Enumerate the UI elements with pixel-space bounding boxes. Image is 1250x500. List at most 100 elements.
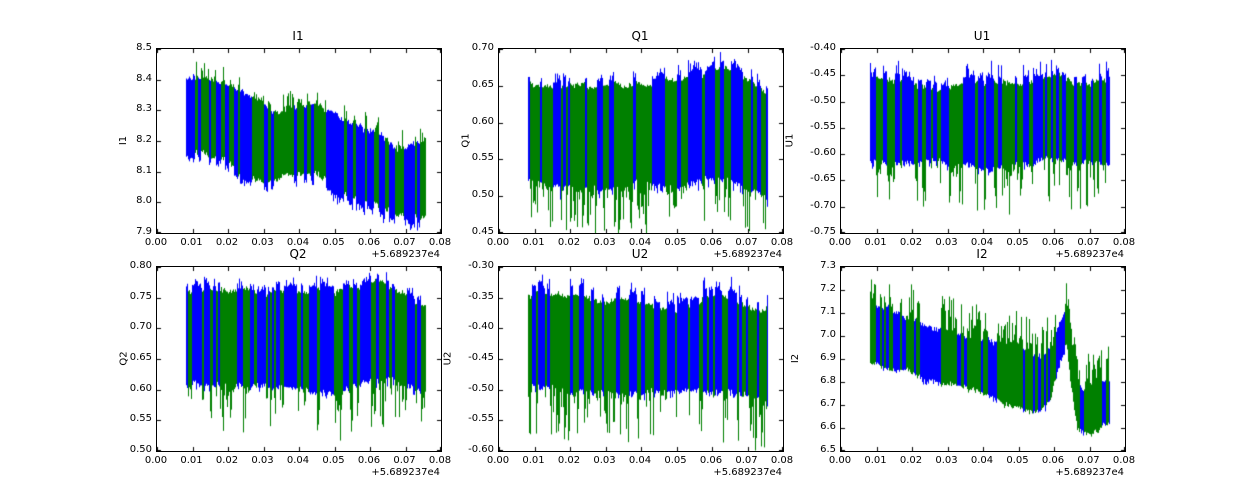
x-tick-label: 0.00 xyxy=(144,455,168,466)
y-tick-label: 7.1 xyxy=(820,306,836,317)
x-tick-label: 0.01 xyxy=(864,455,887,466)
y-tick-label: -0.60 xyxy=(810,147,836,159)
x-tick-label: 0.03 xyxy=(593,455,616,466)
x-tick-label: 0.07 xyxy=(393,455,416,466)
y-tick-label: -0.55 xyxy=(810,120,836,132)
subplot-i2: I2 I2 +5.689237e4 0.00 0.01 0.02 0.03 0.04 0.… xyxy=(784,246,1144,488)
x-tick-label: 0.06 xyxy=(1041,237,1065,248)
y-tick-label: 0.55 xyxy=(471,152,494,164)
y-tick-label: -0.30 xyxy=(468,260,494,271)
y-tick-label: -0.45 xyxy=(468,352,494,363)
y-tick-label: 0.60 xyxy=(129,382,152,394)
y-tick-label: 0.50 xyxy=(129,444,152,455)
subplot-q2: Q2 Q2 +5.689237e4 0.00 0.01 0.02 0.03 0.04 0.… xyxy=(100,246,460,488)
plot-title-u1: U1 xyxy=(973,29,991,43)
x-tick-label: 0.03 xyxy=(935,237,958,248)
x-tick-label: 0.06 xyxy=(357,455,381,466)
x-tick-label: 0.01 xyxy=(522,237,545,248)
x-tick-label: 0.08 xyxy=(770,237,794,248)
plot-area-q1 xyxy=(498,48,784,234)
x-tick-label: 0.05 xyxy=(664,455,687,466)
plot-title-u2: U2 xyxy=(631,247,649,261)
y-tick-label: 8.0 xyxy=(136,195,152,207)
x-tick-label: 0.05 xyxy=(1006,237,1029,248)
y-tick-label: 6.9 xyxy=(820,352,836,363)
y-tick-label: 0.70 xyxy=(471,42,494,53)
x-tick-label: 0.01 xyxy=(522,455,545,466)
x-tick-label: 0.00 xyxy=(828,455,852,466)
y-tick-label: -0.55 xyxy=(468,413,494,425)
x-tick-label: 0.08 xyxy=(1112,237,1136,248)
x-tick-label: 0.02 xyxy=(557,455,581,466)
x-tick-label: 0.01 xyxy=(180,455,203,466)
subplot-u2: U2 U2 +5.689237e4 0.00 0.01 0.02 0.03 0.04 0.… xyxy=(442,246,802,488)
y-tick-label: 0.80 xyxy=(129,260,152,271)
x-tick-label: 0.03 xyxy=(593,237,616,248)
x-tick-label: 0.04 xyxy=(628,455,652,466)
x-tick-label: 0.07 xyxy=(735,237,758,248)
x-tick-label: 0.02 xyxy=(215,237,239,248)
plot-title-q1: Q1 xyxy=(631,29,649,43)
x-tick-label: 0.05 xyxy=(1006,455,1029,466)
y-tick-label: 7.9 xyxy=(136,226,152,237)
x-axis-offset-label: +5.689237e4 xyxy=(713,249,782,260)
x-tick-label: 0.06 xyxy=(699,455,723,466)
y-tick-label: -0.40 xyxy=(468,321,494,333)
x-tick-label: 0.03 xyxy=(251,237,274,248)
y-tick-label: 0.60 xyxy=(471,115,494,127)
y-tick-label: -0.35 xyxy=(468,290,494,302)
y-tick-label: 8.1 xyxy=(136,164,152,176)
x-tick-label: 0.02 xyxy=(899,237,923,248)
x-tick-label: 0.06 xyxy=(699,237,723,248)
x-tick-label: 0.00 xyxy=(144,237,168,248)
plot-area-u2 xyxy=(498,266,784,452)
x-axis-offset-label: +5.689237e4 xyxy=(713,467,782,478)
x-tick-label: 0.00 xyxy=(486,455,510,466)
y-tick-label: -0.70 xyxy=(810,199,836,211)
y-tick-label: 0.50 xyxy=(471,189,494,201)
x-tick-label: 0.04 xyxy=(970,237,994,248)
y-tick-label: 8.3 xyxy=(136,103,152,115)
x-tick-label: 0.00 xyxy=(486,237,510,248)
x-tick-label: 0.03 xyxy=(935,455,958,466)
x-tick-label: 0.04 xyxy=(286,237,310,248)
y-tick-label: -0.75 xyxy=(810,226,836,237)
plot-title-q2: Q2 xyxy=(289,247,307,261)
plot-area-i1 xyxy=(156,48,442,234)
y-tick-label: 0.75 xyxy=(129,290,152,302)
x-axis-offset-label: +5.689237e4 xyxy=(371,467,440,478)
x-tick-label: 0.01 xyxy=(864,237,887,248)
x-tick-label: 0.08 xyxy=(1112,455,1136,466)
y-tick-label: 0.65 xyxy=(471,78,494,90)
plot-area-u1 xyxy=(840,48,1126,234)
y-tick-label: -0.65 xyxy=(810,173,836,185)
plot-title-i2: I2 xyxy=(976,247,988,261)
x-axis-offset-label: +5.689237e4 xyxy=(371,249,440,260)
x-tick-label: 0.01 xyxy=(180,237,203,248)
subplot-u1: U1 U1 +5.689237e4 0.00 0.01 0.02 0.03 0.04 0.… xyxy=(784,28,1144,270)
x-tick-label: 0.06 xyxy=(1041,455,1065,466)
x-tick-label: 0.07 xyxy=(393,237,416,248)
y-tick-label: -0.60 xyxy=(468,444,494,455)
subplot-q1: Q1 Q1 +5.689237e4 0.00 0.01 0.02 0.03 0.04 0.… xyxy=(442,28,802,270)
x-tick-label: 0.03 xyxy=(251,455,274,466)
y-tick-label: 7.2 xyxy=(820,283,836,294)
y-tick-label: 6.7 xyxy=(820,398,836,409)
plot-area-q2 xyxy=(156,266,442,452)
y-tick-label: 0.65 xyxy=(129,352,152,363)
x-tick-label: 0.05 xyxy=(322,455,345,466)
y-tick-label: -0.40 xyxy=(810,42,836,53)
y-tick-label: 8.5 xyxy=(136,42,152,53)
y-tick-label: 7.3 xyxy=(820,260,836,271)
plot-title-i1: I1 xyxy=(292,29,304,43)
y-tick-label: 7.0 xyxy=(820,329,836,340)
x-tick-label: 0.05 xyxy=(322,237,345,248)
x-tick-label: 0.02 xyxy=(557,237,581,248)
x-tick-label: 0.07 xyxy=(1077,455,1100,466)
x-tick-label: 0.04 xyxy=(970,455,994,466)
y-tick-label: -0.50 xyxy=(468,382,494,394)
x-tick-label: 0.08 xyxy=(428,455,452,466)
y-tick-label: 6.5 xyxy=(820,444,836,455)
x-tick-label: 0.08 xyxy=(770,455,794,466)
